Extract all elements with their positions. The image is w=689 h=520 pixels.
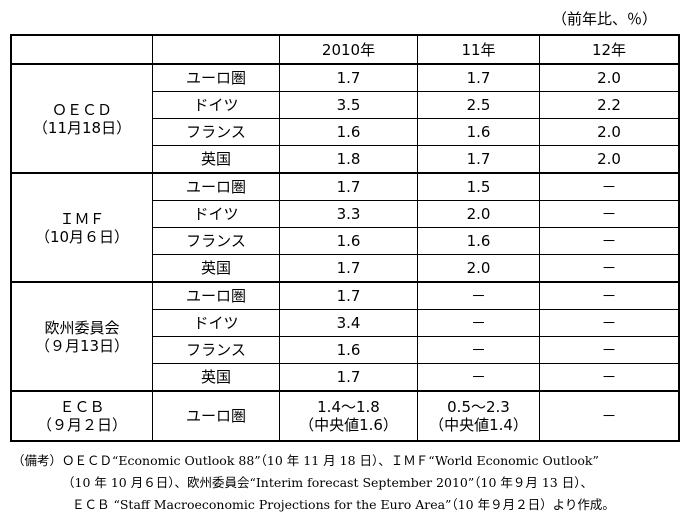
value-cell: 1.6 bbox=[279, 118, 418, 146]
country-cell: フランス bbox=[152, 227, 280, 255]
value-line: 0.5〜2.3 bbox=[447, 398, 510, 416]
value-cell: 1.7 bbox=[417, 145, 540, 174]
value-cell: 1.8 bbox=[279, 145, 418, 174]
value-cell: 1.6 bbox=[279, 336, 418, 364]
data-row: フランス 1.6 －－ bbox=[11, 336, 680, 364]
note-line: （10 年 10 月６日）、欧州委員会“Interim forecast Sep… bbox=[62, 475, 593, 490]
value-cell: 2.0 bbox=[539, 63, 680, 92]
value-line: 1.4〜1.8 bbox=[317, 398, 380, 416]
group-name: ＩＭＦ bbox=[59, 209, 105, 228]
empty-cell bbox=[10, 34, 153, 65]
year-header: 12年 bbox=[539, 34, 680, 65]
value-cell: 1.7 bbox=[417, 63, 540, 92]
country-cell: ドイツ bbox=[152, 200, 280, 228]
value-cell: 0.5〜2.3 （中央値1.4） bbox=[417, 390, 540, 442]
value-cell: 1.7 bbox=[279, 172, 418, 201]
value-cell: 1.6 bbox=[417, 227, 540, 255]
value-cell: 1.7 bbox=[279, 254, 418, 283]
group-cell: 欧州委員会 （９月13日） bbox=[10, 281, 153, 392]
value-cell: － bbox=[539, 281, 680, 310]
value-cell: 1.6 bbox=[279, 227, 418, 255]
data-row: ドイツ 3.5 2.5 2.2 bbox=[11, 91, 680, 119]
value-cell: 1.6 bbox=[417, 118, 540, 146]
value-cell: 3.5 bbox=[279, 91, 418, 119]
group-date: （11月18日） bbox=[32, 118, 132, 137]
value-cell: 1.7 bbox=[279, 281, 418, 310]
value-cell: － bbox=[539, 390, 680, 442]
value-cell: － bbox=[417, 336, 540, 364]
country-cell: ドイツ bbox=[152, 309, 280, 337]
data-row: フランス 1.6 1.6 － bbox=[11, 227, 680, 255]
value-cell: 3.3 bbox=[279, 200, 418, 228]
value-cell: 2.0 bbox=[417, 200, 540, 228]
value-cell: － bbox=[417, 363, 540, 392]
value-cell: 1.4〜1.8 （中央値1.6） bbox=[279, 390, 418, 442]
data-row: フランス 1.6 1.6 2.0 bbox=[11, 118, 680, 146]
group-name: ＯＥＣＤ bbox=[51, 100, 112, 119]
data-row: 欧州委員会 （９月13日） ユーロ圏 1.7 －－ bbox=[10, 281, 680, 392]
value-cell: 3.4 bbox=[279, 309, 418, 337]
data-row: 英国 1.8 1.7 2.0 bbox=[11, 145, 680, 174]
value-cell: 1.5 bbox=[417, 172, 540, 201]
group-date: （９月２日） bbox=[36, 416, 127, 434]
header-row: 2010年 11年 12年 bbox=[10, 34, 680, 65]
data-row: ＩＭＦ （10月６日） ユーロ圏 1.7 1.5 － bbox=[10, 172, 680, 283]
note-line: ＥＣＢ “Staff Macroeconomic Projections for… bbox=[72, 497, 615, 512]
group-cell: ＥＣＢ （９月２日） bbox=[10, 390, 153, 442]
group-cell: ＯＥＣＤ （11月18日） bbox=[10, 63, 153, 174]
group-date: （10月６日） bbox=[34, 227, 130, 246]
value-cell: 2.5 bbox=[417, 91, 540, 119]
value-cell: － bbox=[539, 254, 680, 283]
value-cell: 2.0 bbox=[417, 254, 540, 283]
value-cell: － bbox=[539, 200, 680, 228]
value-cell: － bbox=[539, 172, 680, 201]
empty-cell bbox=[152, 34, 280, 65]
data-row: ＥＣＢ （９月２日） ユーロ圏 1.4〜1.8 （中央値1.6） 0.5〜2.3 （中央値1… bbox=[10, 390, 680, 442]
value-cell: － bbox=[417, 281, 540, 310]
forecast-table: 2010年 11年 12年 ＯＥＣＤ （11月18日） ユーロ圏 1.7 1.7 2.0 ドイツ 3… bbox=[10, 34, 680, 442]
value-cell: 2.0 bbox=[539, 118, 680, 146]
group-cell: ＩＭＦ （10月６日） bbox=[10, 172, 153, 283]
value-cell: 1.7 bbox=[279, 363, 418, 392]
country-cell: フランス bbox=[152, 118, 280, 146]
country-cell: 英国 bbox=[152, 254, 280, 283]
group-name: ＥＣＢ bbox=[59, 398, 105, 416]
value-cell: － bbox=[539, 309, 680, 337]
country-cell: ユーロ圏 bbox=[152, 172, 280, 201]
country-cell: ユーロ圏 bbox=[152, 390, 280, 442]
data-row: 英国 1.7 2.0 － bbox=[11, 254, 680, 283]
value-cell: 2.0 bbox=[539, 145, 680, 174]
data-row: ドイツ 3.3 2.0 － bbox=[11, 200, 680, 228]
year-header: 2010年 bbox=[279, 34, 418, 65]
country-cell: ドイツ bbox=[152, 91, 280, 119]
country-cell: 英国 bbox=[152, 363, 280, 392]
data-row: ドイツ 3.4 －－ bbox=[11, 309, 680, 337]
notes: （備考）ＯＥＣＤ“Economic Outlook 88”（10 年 11 月 … bbox=[12, 450, 615, 516]
value-line: （中央値1.6） bbox=[299, 416, 398, 434]
value-cell: － bbox=[417, 309, 540, 337]
group-date: （９月13日） bbox=[34, 336, 130, 355]
value-cell: 1.7 bbox=[279, 63, 418, 92]
country-cell: ユーロ圏 bbox=[152, 63, 280, 92]
value-cell: 2.2 bbox=[539, 91, 680, 119]
value-cell: － bbox=[539, 227, 680, 255]
country-cell: フランス bbox=[152, 336, 280, 364]
value-cell: － bbox=[539, 363, 680, 392]
country-cell: ユーロ圏 bbox=[152, 281, 280, 310]
unit-label: （前年比、％） bbox=[551, 10, 657, 28]
value-line: （中央値1.4） bbox=[429, 416, 528, 434]
year-header: 11年 bbox=[417, 34, 540, 65]
note-line: （備考）ＯＥＣＤ“Economic Outlook 88”（10 年 11 月 … bbox=[12, 453, 599, 468]
country-cell: 英国 bbox=[152, 145, 280, 174]
data-row: ＯＥＣＤ （11月18日） ユーロ圏 1.7 1.7 2.0 bbox=[10, 63, 680, 174]
value-cell: － bbox=[539, 336, 680, 364]
group-name: 欧州委員会 bbox=[44, 318, 120, 337]
